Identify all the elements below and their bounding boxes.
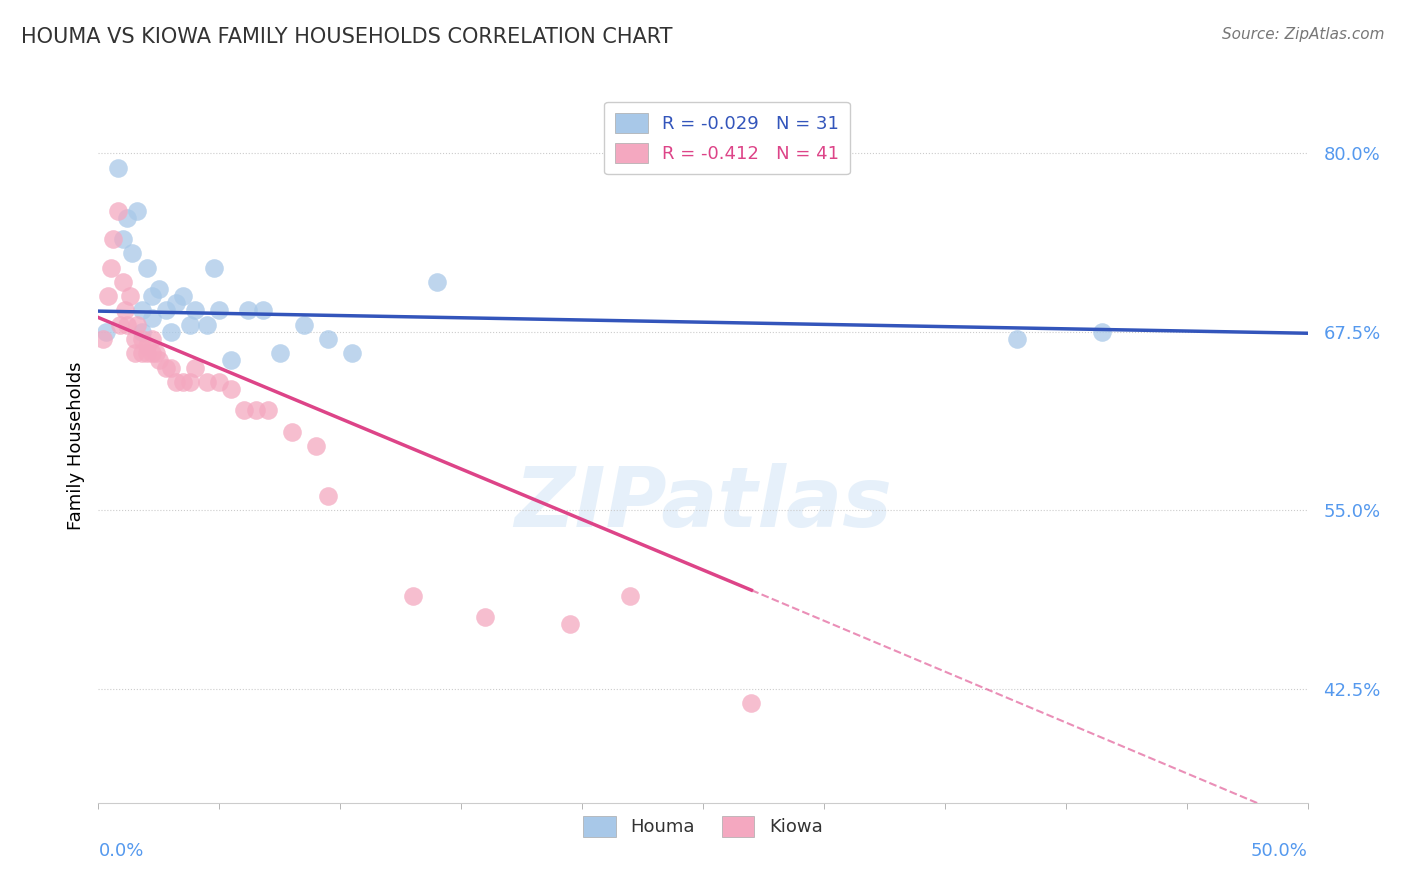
Point bbox=[124, 332, 146, 346]
Point bbox=[148, 282, 170, 296]
Point bbox=[155, 360, 177, 375]
Y-axis label: Family Households: Family Households bbox=[66, 362, 84, 530]
Point bbox=[155, 303, 177, 318]
Point bbox=[131, 346, 153, 360]
Point bbox=[426, 275, 449, 289]
Point bbox=[101, 232, 124, 246]
Point bbox=[245, 403, 267, 417]
Point bbox=[208, 303, 231, 318]
Point bbox=[160, 325, 183, 339]
Point bbox=[232, 403, 254, 417]
Point bbox=[127, 318, 149, 332]
Point bbox=[160, 360, 183, 375]
Point bbox=[402, 589, 425, 603]
Point bbox=[165, 296, 187, 310]
Point bbox=[141, 289, 163, 303]
Point bbox=[127, 203, 149, 218]
Point bbox=[184, 303, 207, 318]
Text: Source: ZipAtlas.com: Source: ZipAtlas.com bbox=[1222, 27, 1385, 42]
Point bbox=[221, 353, 243, 368]
Point bbox=[97, 289, 120, 303]
Point bbox=[238, 303, 260, 318]
Text: 50.0%: 50.0% bbox=[1251, 842, 1308, 860]
Point bbox=[252, 303, 274, 318]
Text: ZIPatlas: ZIPatlas bbox=[515, 463, 891, 543]
Point bbox=[256, 403, 278, 417]
Point bbox=[135, 339, 157, 353]
Point bbox=[558, 617, 581, 632]
Point bbox=[740, 696, 762, 710]
Point bbox=[118, 289, 141, 303]
Point bbox=[91, 332, 114, 346]
Point bbox=[145, 346, 167, 360]
Point bbox=[117, 211, 139, 225]
Legend: Houma, Kiowa: Houma, Kiowa bbox=[576, 808, 830, 844]
Point bbox=[204, 260, 226, 275]
Point bbox=[135, 346, 157, 360]
Point bbox=[195, 318, 218, 332]
Point bbox=[148, 353, 170, 368]
Point bbox=[131, 303, 153, 318]
Point bbox=[107, 203, 129, 218]
Point bbox=[342, 346, 364, 360]
Point bbox=[141, 346, 163, 360]
Point bbox=[114, 303, 136, 318]
Point bbox=[474, 610, 496, 624]
Point bbox=[141, 310, 163, 325]
Point bbox=[121, 246, 143, 260]
Point bbox=[208, 375, 231, 389]
Point bbox=[131, 332, 153, 346]
Point bbox=[269, 346, 291, 360]
Point bbox=[172, 289, 194, 303]
Point bbox=[117, 318, 139, 332]
Point bbox=[292, 318, 315, 332]
Text: 0.0%: 0.0% bbox=[98, 842, 143, 860]
Point bbox=[179, 375, 201, 389]
Point bbox=[281, 425, 304, 439]
Point bbox=[111, 232, 134, 246]
Point bbox=[316, 332, 339, 346]
Point bbox=[94, 325, 117, 339]
Point bbox=[221, 382, 243, 396]
Point bbox=[316, 489, 339, 503]
Point bbox=[1091, 325, 1114, 339]
Point bbox=[184, 360, 207, 375]
Point bbox=[124, 346, 146, 360]
Point bbox=[195, 375, 218, 389]
Point bbox=[108, 318, 131, 332]
Point bbox=[1007, 332, 1029, 346]
Point bbox=[619, 589, 641, 603]
Point bbox=[100, 260, 122, 275]
Point bbox=[305, 439, 328, 453]
Point bbox=[165, 375, 187, 389]
Point bbox=[141, 332, 163, 346]
Point bbox=[107, 161, 129, 175]
Point bbox=[131, 325, 153, 339]
Point bbox=[135, 260, 157, 275]
Point bbox=[172, 375, 194, 389]
Point bbox=[179, 318, 201, 332]
Point bbox=[111, 275, 134, 289]
Text: HOUMA VS KIOWA FAMILY HOUSEHOLDS CORRELATION CHART: HOUMA VS KIOWA FAMILY HOUSEHOLDS CORRELA… bbox=[21, 27, 672, 46]
